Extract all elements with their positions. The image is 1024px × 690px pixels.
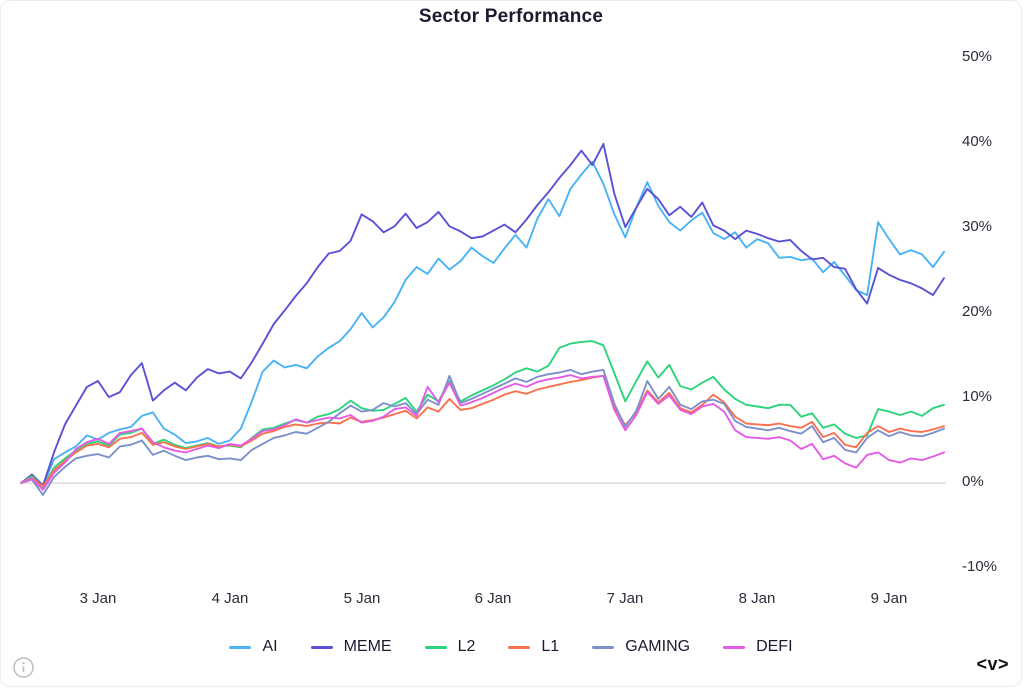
legend-label-l1: L1 [541,638,560,655]
legend-swatch-defi [723,645,746,649]
series-line-ai [20,160,945,488]
y-axis-tick-label: 10% [962,388,993,405]
legend-swatch-l2 [424,645,447,649]
x-axis-tick-label: 3 Jan [79,590,117,607]
legend-item-gaming[interactable]: GAMING [592,638,690,656]
x-axis-tick-label: 7 Jan [606,590,644,607]
y-axis-tick-label: 40% [962,133,993,150]
x-axis-tick-label: 9 Jan [870,590,908,607]
series-line-l2 [20,340,945,489]
legend-label-ai: AI [262,638,278,655]
legend-swatch-ai [229,645,252,649]
y-axis-tick-label: 50% [962,48,993,65]
series-line-l1 [20,374,945,488]
series-line-meme [20,142,945,487]
info-icon[interactable] [12,656,35,679]
legend-item-defi[interactable]: DEFI [723,638,793,656]
legend-label-l2: L2 [457,638,476,655]
x-axis-tick-label: 6 Jan [474,590,512,607]
legend-label-gaming: GAMING [625,638,691,655]
legend: AI MEME L2 L1 GAMING DEFI [1,638,1021,656]
y-axis-tick-label: 0% [962,473,984,490]
legend-swatch-l1 [508,645,531,649]
chart-title: Sector Performance [418,6,604,27]
legend-item-ai[interactable]: AI [229,638,278,656]
legend-item-l1[interactable]: L1 [508,638,559,656]
x-axis-tick-label: 5 Jan [343,590,381,607]
brand-logo: <v> [976,654,1009,674]
legend-swatch-meme [310,645,333,649]
series-line-gaming [20,368,945,496]
legend-label-meme: MEME [343,638,392,655]
legend-item-meme[interactable]: MEME [310,638,392,656]
x-axis-tick-label: 4 Jan [211,590,249,607]
y-axis-tick-label: 20% [962,303,993,320]
legend-swatch-gaming [592,645,615,649]
y-axis-tick-label: 30% [962,218,993,235]
y-axis-tick-label: -10% [962,558,998,575]
legend-label-defi: DEFI [756,638,793,655]
x-axis-tick-label: 8 Jan [738,590,776,607]
series-line-defi [20,374,945,491]
legend-item-l2[interactable]: L2 [424,638,476,656]
